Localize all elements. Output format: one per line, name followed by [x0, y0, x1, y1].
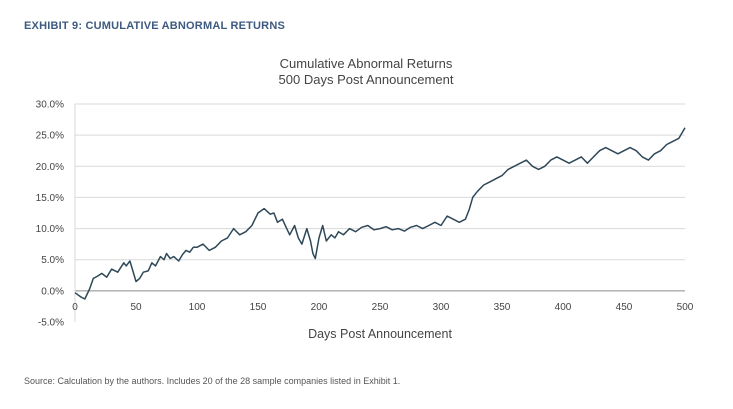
y-tick-label: 25.0% [36, 131, 64, 142]
y-tick-label: 20.0% [36, 162, 64, 173]
exhibit-label: EXHIBIT 9: CUMULATIVE ABNORMAL RETURNS [24, 20, 286, 32]
y-tick-label: 5.0% [41, 255, 64, 266]
x-tick-label: 100 [189, 302, 206, 313]
x-tick-label: 50 [130, 302, 142, 313]
source-note: Source: Calculation by the authors. Incl… [24, 376, 401, 386]
x-tick-label: 300 [433, 302, 450, 313]
y-tick-label: 30.0% [36, 100, 64, 111]
y-tick-label: -5.0% [38, 318, 64, 329]
x-tick-label: 400 [555, 302, 572, 313]
x-tick-label: 150 [250, 302, 267, 313]
x-tick-label: 200 [311, 302, 328, 313]
x-tick-label: 450 [616, 302, 633, 313]
chart: Cumulative Abnormal Returns 500 Days Pos… [36, 56, 694, 341]
y-tick-label: 10.0% [36, 224, 64, 235]
x-tick-label: 350 [494, 302, 511, 313]
x-axis-label: Days Post Announcement [308, 327, 452, 341]
grid-lines [74, 103, 685, 322]
y-tick-labels: 30.0% 25.0% 20.0% 15.0% 10.0% 5.0% 0.0% -5.0% [36, 100, 64, 329]
series-line [74, 127, 686, 300]
series-layer [74, 127, 686, 300]
chart-subtitle: 500 Days Post Announcement [279, 72, 454, 87]
y-tick-label: 0.0% [41, 286, 64, 297]
y-tick-label: 15.0% [36, 193, 64, 204]
chart-title: Cumulative Abnormal Returns [280, 56, 453, 71]
x-tick-label: 0 [72, 302, 78, 313]
x-tick-labels: 0 50 100 150 200 250 300 350 400 450 500 [72, 302, 694, 313]
x-tick-label: 500 [677, 302, 694, 313]
x-tick-label: 250 [372, 302, 389, 313]
